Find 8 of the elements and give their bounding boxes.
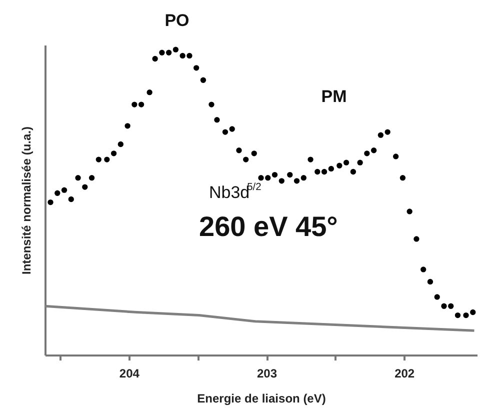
annotation: PM <box>321 87 347 106</box>
y-axis-title: Intensité normalisée (u.a.) <box>20 126 34 275</box>
annotation: 260 eV 45° <box>199 211 338 242</box>
x-tick-label: 203 <box>256 366 278 380</box>
x-tick-label: 204 <box>119 366 140 380</box>
x-axis-title: Energie de liaison (eV) <box>197 392 326 406</box>
x-tick-label: 202 <box>394 366 415 380</box>
text: PO <box>164 11 190 30</box>
